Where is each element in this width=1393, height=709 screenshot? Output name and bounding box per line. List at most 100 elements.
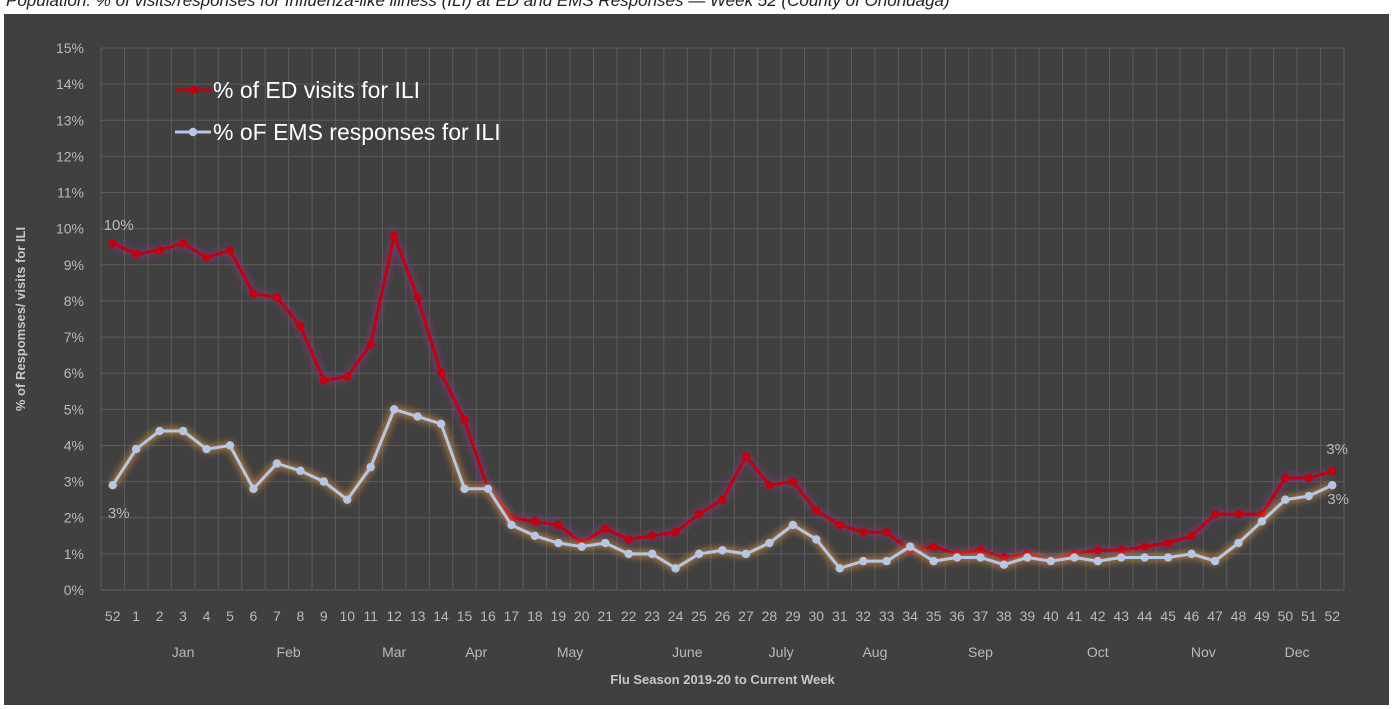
data-point xyxy=(108,238,117,248)
data-point xyxy=(155,426,164,436)
data-point xyxy=(882,527,891,537)
data-point xyxy=(319,376,329,385)
x-tick-label: 1 xyxy=(132,608,140,624)
legend-swatch-marker xyxy=(188,85,198,95)
data-point xyxy=(1093,546,1102,555)
data-point xyxy=(671,564,680,573)
data-point xyxy=(507,520,516,530)
data-point xyxy=(765,481,774,490)
x-tick-label: 8 xyxy=(296,608,304,624)
x-tick-label: 7 xyxy=(273,608,281,624)
y-tick-label: 6% xyxy=(64,365,84,381)
data-point xyxy=(718,495,727,504)
x-tick-label: 3 xyxy=(179,608,187,624)
month-label: June xyxy=(672,644,703,660)
data-point xyxy=(343,372,352,382)
x-tick-label: 15 xyxy=(457,608,473,624)
x-tick-label: 23 xyxy=(644,608,660,624)
data-point xyxy=(905,542,915,551)
y-axis-ticks: 0% 1% 2% 3% 4% 5% 6% 7% 8% 9% 10% 11% 12% 13% 14% 15% xyxy=(56,40,84,598)
x-tick-label: 37 xyxy=(973,608,989,624)
data-label: 3% xyxy=(108,505,130,522)
x-tick-label: 28 xyxy=(762,608,778,624)
data-point xyxy=(601,538,610,548)
x-tick-label: 14 xyxy=(433,608,449,624)
x-tick-label: 20 xyxy=(574,608,590,624)
data-point xyxy=(530,531,540,540)
data-point xyxy=(436,419,446,428)
data-point xyxy=(1328,466,1337,475)
data-point xyxy=(812,535,821,544)
series-glow xyxy=(111,223,1334,565)
y-tick-label: 13% xyxy=(56,112,84,128)
legend-swatch-marker xyxy=(188,127,198,137)
x-tick-label: 49 xyxy=(1254,608,1270,624)
x-tick-label: 17 xyxy=(504,608,520,624)
data-point xyxy=(249,484,258,494)
data-point xyxy=(765,538,774,548)
month-label: Dec xyxy=(1285,644,1310,660)
x-tick-label: 26 xyxy=(715,608,731,624)
month-label: Oct xyxy=(1087,644,1109,660)
month-label: Nov xyxy=(1191,644,1216,660)
series-line xyxy=(112,230,1333,563)
data-point xyxy=(1210,509,1220,519)
data-point xyxy=(835,564,844,573)
legend-item: % of ED visits for ILI xyxy=(175,77,420,103)
y-tick-label: 14% xyxy=(56,76,84,92)
data-point xyxy=(1070,553,1079,562)
cropped-title-text: Population: % of visits/responses for In… xyxy=(6,0,950,10)
x-tick-label: 31 xyxy=(832,608,848,624)
data-point xyxy=(319,477,329,486)
x-axis-month-labels: Jan Feb Mar Apr May June July Aug Sep Oct Nov Dec xyxy=(172,644,1310,660)
x-tick-label: 30 xyxy=(809,608,825,624)
month-label: Apr xyxy=(465,644,487,660)
data-point xyxy=(413,412,422,421)
data-point xyxy=(859,527,868,537)
x-tick-label: 27 xyxy=(738,608,754,624)
x-tick-label: 10 xyxy=(339,608,355,624)
data-point xyxy=(131,444,141,454)
data-point xyxy=(882,556,891,566)
x-tick-label: 16 xyxy=(480,608,496,624)
data-point xyxy=(1163,553,1173,562)
month-label: Mar xyxy=(382,644,406,660)
data-point xyxy=(718,546,727,555)
data-point xyxy=(366,340,375,349)
data-point xyxy=(178,426,188,436)
x-tick-label: 5 xyxy=(226,608,234,624)
data-point xyxy=(1116,553,1126,562)
x-tick-label: 25 xyxy=(691,608,707,624)
x-tick-label: 43 xyxy=(1113,608,1129,624)
data-point xyxy=(296,466,305,475)
data-point xyxy=(225,441,235,450)
month-label: May xyxy=(557,644,583,660)
x-tick-label: 19 xyxy=(551,608,567,624)
data-point xyxy=(155,246,164,255)
x-tick-label: 6 xyxy=(250,608,258,624)
x-tick-label: 40 xyxy=(1043,608,1059,624)
line-chart: 0%1%2%3%4%5%6%7%8%9%10%11%12%13%14%15% 5… xyxy=(13,40,1349,687)
data-point xyxy=(460,415,469,425)
x-tick-label: 32 xyxy=(855,608,871,624)
data-point xyxy=(1163,538,1173,548)
y-axis-title: % of Respomses/ visits for ILI xyxy=(13,227,28,411)
data-point xyxy=(389,231,399,241)
x-tick-label: 45 xyxy=(1160,608,1176,624)
x-tick-label: 44 xyxy=(1137,608,1153,624)
y-tick-label: 11% xyxy=(57,185,84,201)
x-tick-label: 4 xyxy=(203,608,211,624)
data-point xyxy=(460,484,469,494)
legend-item: % oF EMS responses for ILI xyxy=(175,119,501,145)
y-tick-label: 1% xyxy=(64,546,84,562)
y-tick-label: 0% xyxy=(64,582,84,598)
data-point xyxy=(249,289,258,298)
data-point xyxy=(1210,556,1220,566)
data-point xyxy=(1234,509,1243,519)
data-point xyxy=(1281,495,1290,504)
month-label: July xyxy=(769,644,794,660)
data-point xyxy=(577,542,586,551)
y-tick-label: 2% xyxy=(64,510,84,526)
data-point xyxy=(296,322,305,331)
data-point xyxy=(624,549,633,559)
